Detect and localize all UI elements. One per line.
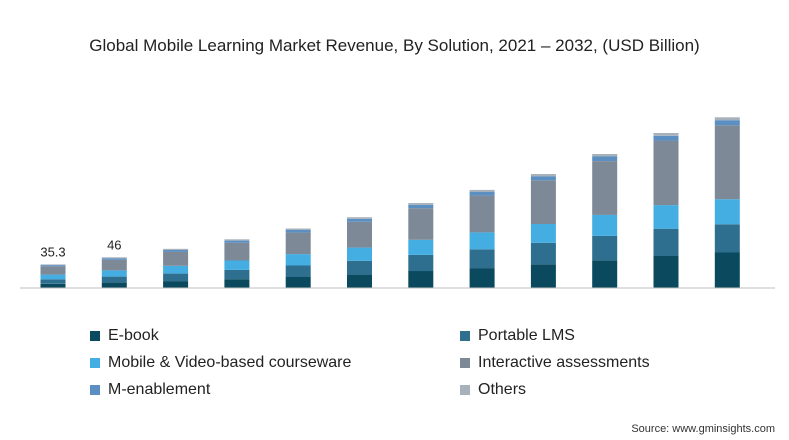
bar-segment-2029-1 xyxy=(530,242,556,265)
bar-segment-2026-0 xyxy=(347,274,372,288)
bar-segment-2030-2 xyxy=(592,214,618,236)
bar-segment-2021-0 xyxy=(40,283,66,288)
legend-label: Mobile & Video-based courseware xyxy=(108,354,352,371)
legend-swatch xyxy=(90,331,100,341)
bar-segment-2030-1 xyxy=(592,235,618,261)
bar-segment-2024-5 xyxy=(224,239,250,241)
bar-segment-2024-4 xyxy=(224,240,250,243)
bar-segment-2031-2 xyxy=(653,205,679,229)
source-note: Source: www.gminsights.com xyxy=(631,423,775,435)
legend-swatch xyxy=(460,331,470,341)
bar-segment-2032-4 xyxy=(714,120,740,126)
bar-segment-2023-0 xyxy=(163,281,189,288)
bar-segment-2027-0 xyxy=(408,271,434,288)
bar-segment-2030-3 xyxy=(592,161,618,215)
bar-segment-2025-1 xyxy=(285,265,311,277)
bar-segment-2021-1 xyxy=(40,279,66,284)
bar-segment-2025-5 xyxy=(285,228,311,230)
legend-swatch xyxy=(90,358,100,368)
bar-segment-2023-2 xyxy=(163,265,189,274)
bar-segment-2022-5 xyxy=(101,257,127,259)
legend-item-5: Others xyxy=(460,381,526,399)
bar-segment-2028-0 xyxy=(469,268,495,288)
bar-segment-2021-5 xyxy=(40,264,66,266)
bar-segment-2027-1 xyxy=(408,254,434,272)
legend-label: E-book xyxy=(108,327,159,344)
bar-segment-2022-0 xyxy=(101,282,127,288)
bar-segment-2030-0 xyxy=(592,260,618,288)
stacked-bar-chart: 2021202220232024202520262027202820292030… xyxy=(20,117,775,289)
bar-segment-2031-3 xyxy=(653,140,679,206)
bar-segment-2026-4 xyxy=(347,218,372,222)
bar-segment-2029-5 xyxy=(530,174,556,177)
bar-segment-2027-3 xyxy=(408,208,434,240)
bar-segment-2021-3 xyxy=(40,266,66,275)
bar-segment-2021-2 xyxy=(40,274,66,280)
bar-segment-2024-2 xyxy=(224,260,250,270)
legend-swatch xyxy=(90,385,100,395)
bar-segment-2022-2 xyxy=(101,270,127,277)
bar-segment-2024-1 xyxy=(224,269,250,280)
bar-segment-2026-1 xyxy=(347,260,372,275)
bar-segment-2025-4 xyxy=(285,230,311,233)
bar-segment-2023-4 xyxy=(163,249,189,252)
bar-segment-2027-5 xyxy=(408,203,434,205)
bar-segment-2028-4 xyxy=(469,191,495,196)
bar-segment-2022-3 xyxy=(101,259,127,271)
bar-segment-2024-3 xyxy=(224,242,250,261)
data-labels: 35.3 46 xyxy=(40,237,121,259)
bar-segment-2032-5 xyxy=(714,117,740,121)
bar-segment-2028-1 xyxy=(469,249,495,269)
legend-label: Others xyxy=(478,381,527,398)
bar-segment-2031-0 xyxy=(653,256,679,288)
bar-segment-2027-4 xyxy=(408,204,434,209)
legend-item-3: Interactive assessments xyxy=(460,354,650,372)
bar-segment-2032-0 xyxy=(714,252,740,288)
bar-segment-2029-3 xyxy=(530,180,556,224)
bar-segment-2031-4 xyxy=(653,135,679,141)
legend-swatch xyxy=(460,358,470,368)
bar-segment-2025-3 xyxy=(285,232,311,255)
bar-segment-2026-5 xyxy=(347,217,372,219)
legend-item-4: M-enablement xyxy=(90,381,210,399)
bar-segment-2025-0 xyxy=(285,277,311,288)
bar-segment-2032-2 xyxy=(714,199,740,225)
bar-segment-2022-4 xyxy=(101,258,127,260)
data-label-2022: 46 xyxy=(107,237,121,252)
bar-segment-2032-3 xyxy=(714,125,740,200)
bar-segment-2028-5 xyxy=(469,189,495,192)
bar-segment-2023-1 xyxy=(163,273,189,282)
legend-item-1: Portable LMS xyxy=(460,327,575,345)
bar-segment-2031-1 xyxy=(653,228,679,256)
bar-segment-2026-3 xyxy=(347,221,372,248)
bar-segment-2023-5 xyxy=(163,248,189,250)
bar-segment-2021-4 xyxy=(40,265,66,267)
legend-label: Interactive assessments xyxy=(478,354,650,371)
legend-item-2: Mobile & Video-based courseware xyxy=(90,354,351,372)
bar-segment-2031-5 xyxy=(653,133,679,136)
bar-segment-2029-2 xyxy=(530,224,556,243)
legend-swatch xyxy=(460,385,470,395)
legend-label: Portable LMS xyxy=(478,327,575,344)
bar-segment-2022-1 xyxy=(101,276,127,283)
bar-segment-2028-2 xyxy=(469,232,495,250)
bar-segment-2029-4 xyxy=(530,176,556,181)
bar-segment-2023-3 xyxy=(163,251,189,266)
legend-item-0: E-book xyxy=(90,327,159,345)
bar-segment-2024-0 xyxy=(224,279,250,288)
legend-label: M-enablement xyxy=(108,381,211,398)
bar-segment-2025-2 xyxy=(285,254,311,266)
bar-segment-2029-0 xyxy=(530,264,556,288)
chart-title: Global Mobile Learning Market Revenue, B… xyxy=(89,36,700,55)
data-label-2021: 35.3 xyxy=(40,244,65,259)
bar-segment-2030-5 xyxy=(592,154,618,157)
bar-segment-2026-2 xyxy=(347,247,372,261)
bars-group xyxy=(40,117,740,288)
bar-segment-2027-2 xyxy=(408,239,434,255)
bar-segment-2032-1 xyxy=(714,224,740,253)
bar-segment-2028-3 xyxy=(469,195,495,233)
bar-segment-2030-4 xyxy=(592,156,618,161)
